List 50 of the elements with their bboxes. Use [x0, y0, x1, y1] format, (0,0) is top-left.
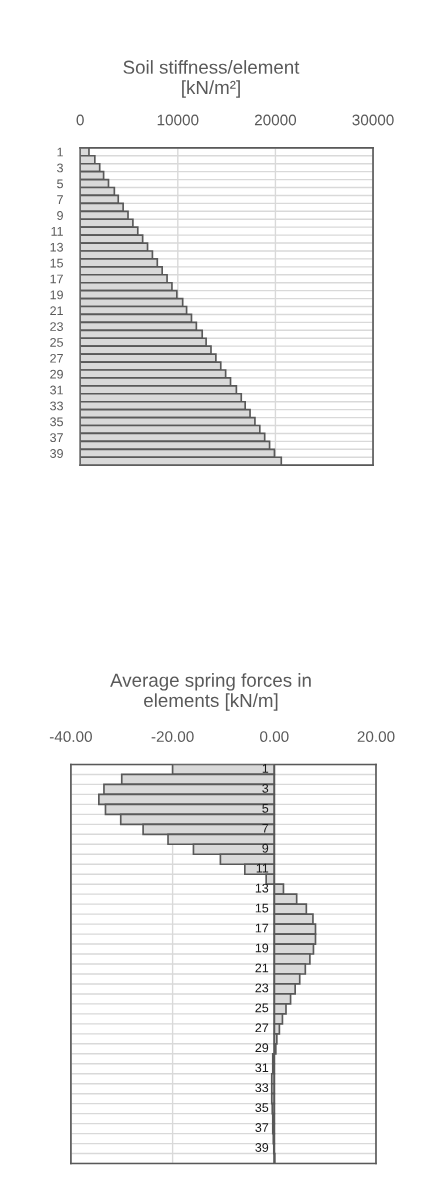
y-tick-label: 27	[50, 353, 63, 363]
y-tick-label: 33	[50, 401, 63, 411]
y-tick-label: 39	[255, 1143, 269, 1152]
y-tick-label: 29	[255, 1043, 269, 1053]
x-tick-label: 0.00	[260, 731, 289, 743]
y-tick-label: 37	[255, 1123, 269, 1132]
y-tick-label: 31	[50, 385, 63, 395]
y-tick-label: 17	[255, 923, 269, 933]
y-tick-label: 3	[57, 163, 63, 173]
x-tick-label: -20.00	[151, 731, 194, 743]
y-tick-label: 35	[255, 1103, 269, 1113]
y-tick-label: 27	[255, 1023, 269, 1033]
y-tick-label: 37	[50, 433, 63, 443]
y-tick-label: 19	[50, 290, 63, 300]
y-tick-label: 3	[262, 783, 269, 793]
y-tick-label: 15	[50, 258, 63, 268]
x-tick-label: 20.00	[357, 731, 395, 743]
x-tick-label: 0	[76, 114, 84, 126]
y-tick-label: 17	[50, 274, 63, 284]
y-tick-label: 29	[50, 369, 63, 379]
y-tick-label: 9	[262, 843, 269, 853]
y-tick-label: 1	[57, 147, 63, 157]
x-tick-label: -40.00	[49, 731, 92, 743]
x-tick-label: 10000	[157, 114, 199, 126]
y-tick-label: 11	[51, 227, 63, 236]
y-tick-label: 25	[50, 338, 63, 347]
y-tick-label: 19	[255, 943, 269, 953]
x-tick-label: 30000	[352, 114, 394, 126]
y-tick-label: 33	[255, 1083, 269, 1093]
y-tick-label: 31	[255, 1063, 269, 1073]
y-tick-label: 1	[262, 764, 269, 773]
y-tick-label: 7	[262, 823, 269, 833]
chart-title: Average spring forces in elements [kN/m]	[110, 673, 311, 711]
y-tick-label: 11	[256, 863, 269, 873]
y-tick-label: 39	[50, 449, 63, 458]
y-tick-label: 21	[50, 306, 63, 316]
y-tick-label: 5	[57, 179, 63, 189]
y-tick-label: 9	[57, 211, 63, 220]
y-tick-label: 13	[255, 883, 269, 893]
y-tick-label: 15	[255, 903, 269, 913]
x-tick-label: 20000	[254, 114, 297, 126]
y-tick-label: 21	[255, 963, 269, 973]
y-tick-label: 23	[50, 322, 63, 331]
y-tick-label: 5	[262, 804, 269, 813]
y-tick-label: 25	[255, 1003, 269, 1013]
y-tick-label: 7	[57, 195, 63, 204]
y-tick-label: 35	[50, 417, 63, 427]
y-tick-label: 23	[255, 983, 269, 993]
y-tick-label: 13	[50, 242, 63, 252]
chart-title: Soil stiffness/element [kN/m²]	[123, 60, 300, 98]
